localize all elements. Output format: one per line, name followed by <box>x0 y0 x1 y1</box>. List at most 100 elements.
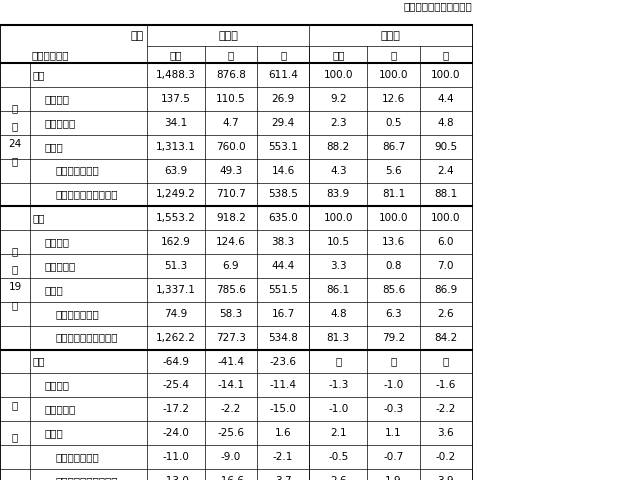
Text: -64.9: -64.9 <box>163 357 189 367</box>
Text: 0.8: 0.8 <box>385 261 402 271</box>
Text: 自営業主: 自営業主 <box>44 94 69 104</box>
Text: -24.0: -24.0 <box>163 428 189 438</box>
Text: －: － <box>335 357 341 367</box>
Text: 会社などの役員: 会社などの役員 <box>55 452 99 462</box>
Text: 4.7: 4.7 <box>222 118 239 128</box>
Text: 0.5: 0.5 <box>385 118 402 128</box>
Text: 1,249.2: 1,249.2 <box>156 190 196 200</box>
Text: 1.9: 1.9 <box>385 476 402 480</box>
Text: 635.0: 635.0 <box>268 213 298 223</box>
Text: 男: 男 <box>391 50 396 60</box>
Text: 34.1: 34.1 <box>164 118 187 128</box>
Text: 100.0: 100.0 <box>431 70 461 80</box>
Text: 4.8: 4.8 <box>330 309 346 319</box>
Text: 551.5: 551.5 <box>268 285 298 295</box>
Text: 90.5: 90.5 <box>434 142 457 152</box>
Text: 会社などの役員: 会社などの役員 <box>55 309 99 319</box>
Text: 雇用者: 雇用者 <box>44 285 63 295</box>
Text: 2.4: 2.4 <box>437 166 454 176</box>
Text: 84.2: 84.2 <box>434 333 457 343</box>
Text: 10.5: 10.5 <box>327 237 350 247</box>
Text: 総数: 総数 <box>169 50 182 60</box>
Text: 男女: 男女 <box>130 31 144 41</box>
Text: －: － <box>443 357 449 367</box>
Text: 4.8: 4.8 <box>437 118 454 128</box>
Text: 4.4: 4.4 <box>437 94 454 104</box>
Text: 平: 平 <box>12 246 18 256</box>
Text: 26.9: 26.9 <box>272 94 295 104</box>
Text: 100.0: 100.0 <box>379 213 408 223</box>
Text: 家族従業者: 家族従業者 <box>44 261 76 271</box>
Text: -0.2: -0.2 <box>435 452 456 462</box>
Text: 538.5: 538.5 <box>268 190 298 200</box>
Text: 44.4: 44.4 <box>272 261 295 271</box>
Text: -1.0: -1.0 <box>383 380 404 390</box>
Text: 760.0: 760.0 <box>216 142 246 152</box>
Text: -41.4: -41.4 <box>217 357 244 367</box>
Text: －: － <box>391 357 396 367</box>
Text: 2.6: 2.6 <box>437 309 454 319</box>
Text: -11.4: -11.4 <box>270 380 297 390</box>
Text: 1,488.3: 1,488.3 <box>156 70 196 80</box>
Text: 従業上の地位: 従業上の地位 <box>32 50 69 60</box>
Text: 1,262.2: 1,262.2 <box>156 333 196 343</box>
Text: 19: 19 <box>8 282 22 292</box>
Text: 実　数: 実 数 <box>218 31 238 41</box>
Text: -0.3: -0.3 <box>383 404 404 414</box>
Text: -9.0: -9.0 <box>220 452 241 462</box>
Text: 86.7: 86.7 <box>382 142 405 152</box>
Text: 553.1: 553.1 <box>268 142 298 152</box>
Text: 88.2: 88.2 <box>327 142 350 152</box>
Text: -14.1: -14.1 <box>217 380 244 390</box>
Text: 12.6: 12.6 <box>382 94 405 104</box>
Text: 13.6: 13.6 <box>382 237 405 247</box>
Text: -2.1: -2.1 <box>273 452 294 462</box>
Text: 7.0: 7.0 <box>437 261 454 271</box>
Text: 83.9: 83.9 <box>327 190 350 200</box>
Text: 100.0: 100.0 <box>324 70 353 80</box>
Text: -0.7: -0.7 <box>383 452 404 462</box>
Text: 85.6: 85.6 <box>382 285 405 295</box>
Text: 1,553.2: 1,553.2 <box>156 213 196 223</box>
Text: 1.1: 1.1 <box>385 428 402 438</box>
Text: 14.6: 14.6 <box>272 166 295 176</box>
Text: 雇用者（役員を除く）: 雇用者（役員を除く） <box>55 333 118 343</box>
Text: 総数: 総数 <box>33 70 45 80</box>
Text: -1.3: -1.3 <box>328 380 348 390</box>
Text: 雇用者: 雇用者 <box>44 428 63 438</box>
Text: 49.3: 49.3 <box>219 166 243 176</box>
Text: -23.6: -23.6 <box>270 357 297 367</box>
Text: 2.6: 2.6 <box>330 476 346 480</box>
Text: 総数: 総数 <box>332 50 345 60</box>
Text: -13.0: -13.0 <box>163 476 189 480</box>
Text: 成: 成 <box>12 264 18 274</box>
Text: 81.3: 81.3 <box>327 333 350 343</box>
Text: 9.2: 9.2 <box>330 94 346 104</box>
Text: 年: 年 <box>12 156 18 167</box>
Text: -25.6: -25.6 <box>217 428 244 438</box>
Text: 6.0: 6.0 <box>437 237 454 247</box>
Text: -2.2: -2.2 <box>435 404 456 414</box>
Text: 総数: 総数 <box>33 357 45 367</box>
Text: 785.6: 785.6 <box>216 285 246 295</box>
Text: 5.6: 5.6 <box>385 166 402 176</box>
Text: -25.4: -25.4 <box>163 380 189 390</box>
Text: -2.2: -2.2 <box>220 404 241 414</box>
Text: 86.1: 86.1 <box>327 285 350 295</box>
Text: 124.6: 124.6 <box>216 237 246 247</box>
Text: 29.4: 29.4 <box>272 118 295 128</box>
Text: 3.9: 3.9 <box>437 476 454 480</box>
Text: 86.9: 86.9 <box>434 285 457 295</box>
Text: 割　合: 割 合 <box>381 31 401 41</box>
Text: 74.9: 74.9 <box>164 309 187 319</box>
Text: 男: 男 <box>228 50 234 60</box>
Text: 100.0: 100.0 <box>324 213 353 223</box>
Text: 1,313.1: 1,313.1 <box>156 142 196 152</box>
Text: 918.2: 918.2 <box>216 213 246 223</box>
Text: 雇用者（役員を除く）: 雇用者（役員を除く） <box>55 190 118 200</box>
Text: 4.3: 4.3 <box>330 166 346 176</box>
Text: 876.8: 876.8 <box>216 70 246 80</box>
Text: 16.7: 16.7 <box>272 309 295 319</box>
Text: -15.0: -15.0 <box>270 404 297 414</box>
Text: 自営業主: 自営業主 <box>44 237 69 247</box>
